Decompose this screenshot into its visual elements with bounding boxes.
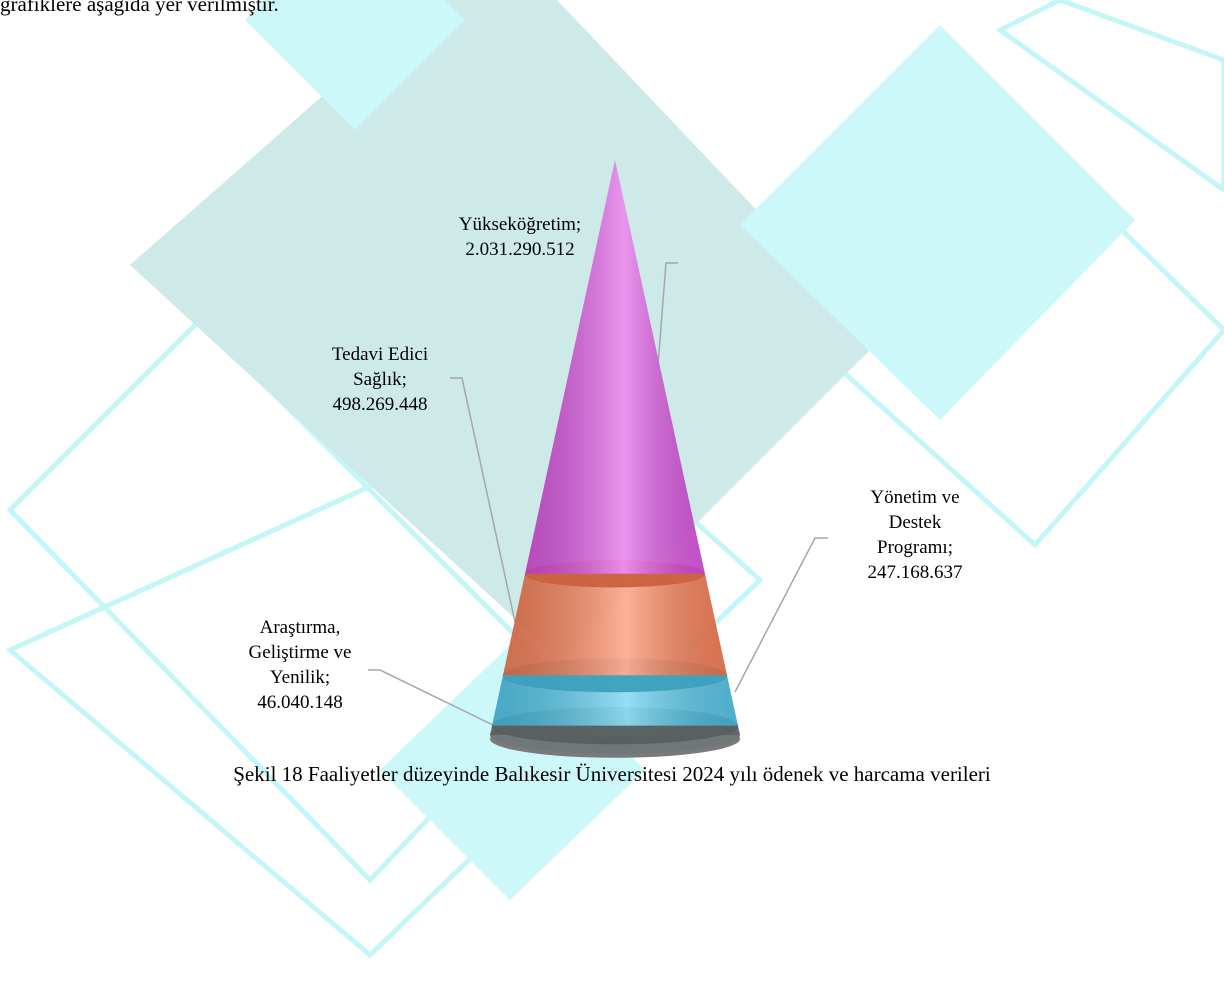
intro-text: grafiklere aşağıda yer verilmiştir. (0, 0, 279, 16)
cone (490, 160, 740, 758)
category-label: Yükseköğretim; (458, 214, 582, 235)
value-label: 2.031.290.512 (465, 239, 575, 260)
leader-lines (368, 262, 828, 727)
category-label: Yönetim ve Destek Programı; (870, 487, 960, 558)
caption: Şekil 18 Faaliyetler düzeyinde Balıkesir… (233, 762, 991, 786)
data-label: Tedavi Edici Sağlık; 498.269.448 (305, 342, 455, 417)
category-label: Araştırma, Geliştirme ve Yenilik; (248, 617, 352, 688)
value-label: 46.040.148 (257, 692, 343, 713)
data-label: Araştırma, Geliştirme ve Yenilik; 46.040.… (235, 615, 365, 715)
value-label: 498.269.448 (332, 394, 428, 415)
category-label: Tedavi Edici Sağlık; (331, 344, 429, 390)
data-label: Yönetim ve Destek Programı; 247.168.637 (860, 485, 970, 585)
value-label: 247.168.637 (867, 562, 963, 583)
segment-shine (502, 573, 728, 676)
data-label: Yükseköğretim; 2.031.290.512 (390, 212, 650, 262)
background-decoration (5, 0, 1224, 959)
segment-shine (525, 160, 705, 574)
